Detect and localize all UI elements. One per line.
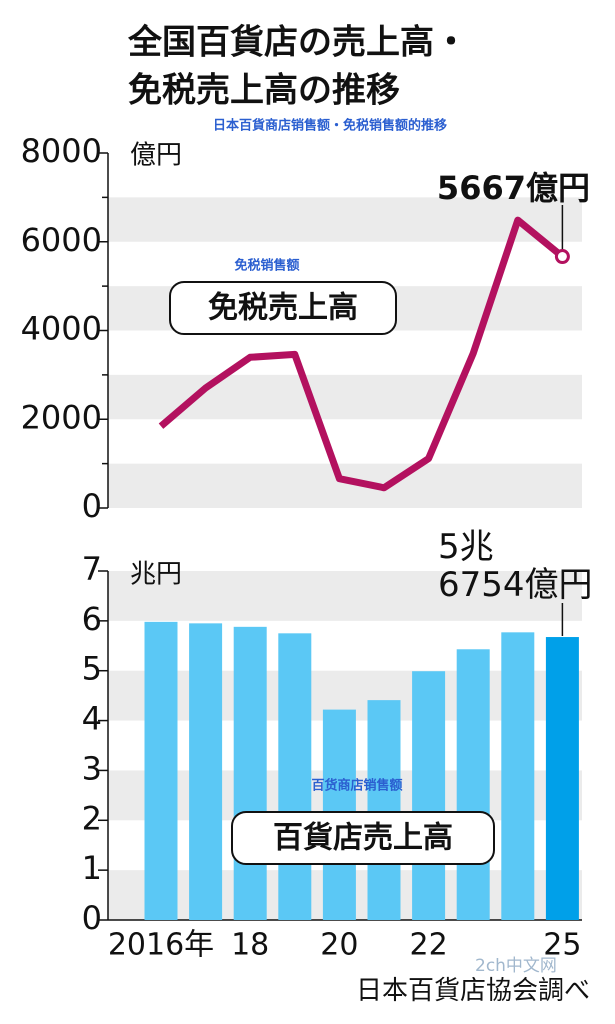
series-label: 百貨店売上高 bbox=[273, 821, 453, 856]
series-label-cn: 免税销售额 bbox=[234, 258, 299, 274]
watermark: 2ch中文网 bbox=[475, 956, 557, 976]
y-tick-label: 3 bbox=[82, 749, 102, 787]
bar bbox=[456, 649, 490, 920]
title-line: 免税売上高の推移 bbox=[128, 71, 400, 111]
title-line: 全国百貨店の売上高・ bbox=[127, 23, 468, 63]
series-label: 免税売上高 bbox=[208, 291, 358, 326]
x-tick-label: 2016年 bbox=[108, 928, 214, 963]
grid-band bbox=[108, 463, 582, 508]
grid-band bbox=[108, 571, 582, 621]
y-tick-label: 7 bbox=[82, 550, 102, 588]
y-unit: 兆円 bbox=[130, 560, 182, 590]
y-tick-label: 5 bbox=[82, 650, 102, 688]
grid-band bbox=[108, 374, 582, 420]
bar bbox=[278, 633, 312, 920]
y-unit: 億円 bbox=[130, 141, 182, 171]
bar bbox=[367, 700, 401, 920]
y-tick-label: 0 bbox=[82, 899, 102, 937]
bar bbox=[545, 637, 579, 920]
y-tick-label: 6000 bbox=[21, 221, 102, 259]
value-label: 5667億円 bbox=[437, 169, 590, 207]
y-tick-label: 8000 bbox=[21, 132, 102, 170]
line bbox=[158, 216, 565, 492]
bar bbox=[144, 621, 178, 920]
bar bbox=[233, 626, 267, 920]
y-tick-label: 1 bbox=[82, 849, 102, 887]
bar bbox=[412, 671, 446, 920]
x-tick-label: 25 bbox=[543, 928, 581, 963]
bar bbox=[501, 632, 535, 920]
subtitle: 日本百貨商店销售额・免税销售额的推移 bbox=[213, 118, 447, 134]
series-label-box bbox=[169, 281, 397, 335]
bar bbox=[189, 623, 223, 920]
x-tick-label: 18 bbox=[231, 928, 269, 963]
grid-band bbox=[108, 197, 582, 242]
marker bbox=[554, 249, 570, 265]
x-tick-label: 20 bbox=[320, 928, 358, 963]
source-note: 日本百貨店協会調べ bbox=[356, 976, 590, 1006]
y-tick-label: 6 bbox=[82, 600, 102, 638]
value-label: 5兆 6754億円 bbox=[438, 527, 593, 605]
y-tick-label: 4 bbox=[82, 700, 102, 738]
y-tick-label: 4000 bbox=[21, 310, 102, 348]
x-tick-label: 22 bbox=[410, 928, 448, 963]
y-tick-label: 2 bbox=[82, 799, 102, 837]
series-label-box bbox=[231, 811, 495, 865]
y-tick-label: 2000 bbox=[21, 398, 102, 436]
series-label-cn: 百货商店销售额 bbox=[311, 778, 402, 794]
y-tick-label: 0 bbox=[82, 487, 102, 525]
